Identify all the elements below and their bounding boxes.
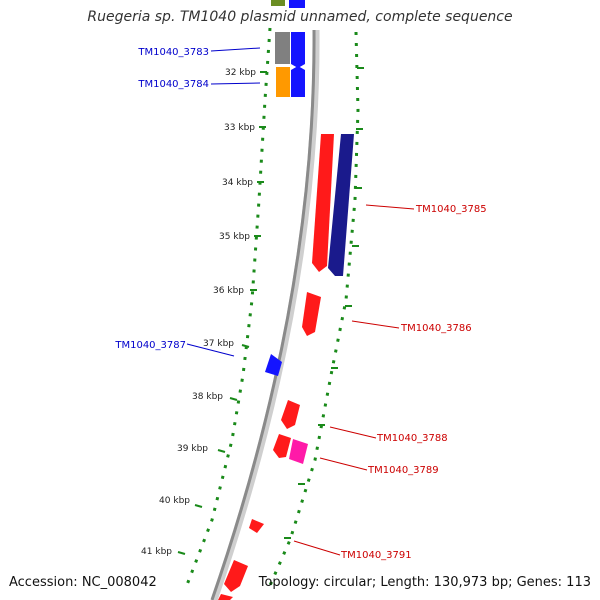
scale-tick — [217, 449, 226, 453]
scale-label: 37 kbp — [203, 339, 234, 349]
gene-labels: TM1040_3783 TM1040_3784 TM1040_3785 TM10… — [114, 47, 486, 561]
gene-blue-top-a — [289, 0, 305, 8]
plasmid-backbone-shadow — [210, 29, 320, 600]
scale-label: 38 kbp — [192, 392, 223, 402]
gene-label-3789: TM1040_3789 — [367, 465, 439, 476]
gene-red-bottom — [218, 594, 233, 600]
scale-tick — [241, 344, 250, 348]
gene-red-3788a — [281, 400, 300, 429]
gene-label-3785: TM1040_3785 — [415, 204, 487, 215]
scale-label: 40 kbp — [159, 496, 190, 506]
scale-label: 35 kbp — [219, 232, 250, 242]
gene-label-3783: TM1040_3783 — [137, 47, 209, 58]
accession-text: Accession: NC_008042 — [9, 575, 157, 590]
gene-blue-3787 — [265, 354, 282, 376]
gene-label-3786: TM1040_3786 — [400, 323, 472, 334]
gene-red-3785 — [312, 134, 334, 272]
gene-red-3790 — [249, 519, 264, 533]
scale-tick — [177, 551, 186, 555]
gene-red-3791 — [224, 560, 248, 592]
scale-label: 39 kbp — [177, 444, 208, 454]
label-line-3785 — [365, 204, 415, 210]
gene-orange — [276, 67, 290, 97]
gene-label-3784: TM1040_3784 — [137, 79, 209, 90]
inner-tick-dots — [183, 27, 272, 591]
scale-tick — [194, 504, 203, 508]
label-line-3783 — [210, 47, 261, 52]
scale-label: 34 kbp — [222, 178, 253, 188]
label-line-3789 — [319, 457, 368, 471]
gene-layer — [218, 0, 354, 600]
label-line-3784 — [210, 82, 261, 85]
label-line-3786 — [351, 320, 400, 329]
map-title: Ruegeria sp. TM1040 plasmid unnamed, com… — [87, 9, 513, 25]
gene-blue-3784 — [291, 66, 305, 97]
gene-label-3791: TM1040_3791 — [340, 550, 412, 561]
label-line-3788 — [329, 426, 377, 439]
plasmid-backbone — [210, 29, 316, 600]
label-lines — [186, 47, 415, 556]
gene-label-3787: TM1040_3787 — [114, 340, 186, 351]
gene-olive — [271, 0, 285, 6]
scale-tick — [229, 397, 238, 401]
gene-red-3788b — [273, 434, 291, 458]
ticks-layer — [177, 27, 364, 591]
gene-blue-3783 — [291, 32, 305, 68]
scale-label: 36 kbp — [213, 286, 244, 296]
gene-label-3788: TM1040_3788 — [376, 433, 448, 444]
gene-navy-3785 — [328, 134, 354, 276]
scale-labels: 32 kbp 33 kbp 34 kbp 35 kbp 36 kbp 37 kb… — [141, 68, 256, 557]
sequence-summary: Topology: circular; Length: 130,973 bp; … — [258, 575, 591, 590]
scale-label: 41 kbp — [141, 547, 172, 557]
scale-label: 33 kbp — [224, 123, 255, 133]
gene-gray — [275, 32, 290, 64]
label-line-3791 — [293, 540, 341, 556]
gene-red-3786 — [302, 292, 321, 336]
scale-label: 32 kbp — [225, 68, 256, 78]
label-line-3787 — [186, 343, 235, 357]
gene-magenta-3789 — [289, 439, 308, 464]
